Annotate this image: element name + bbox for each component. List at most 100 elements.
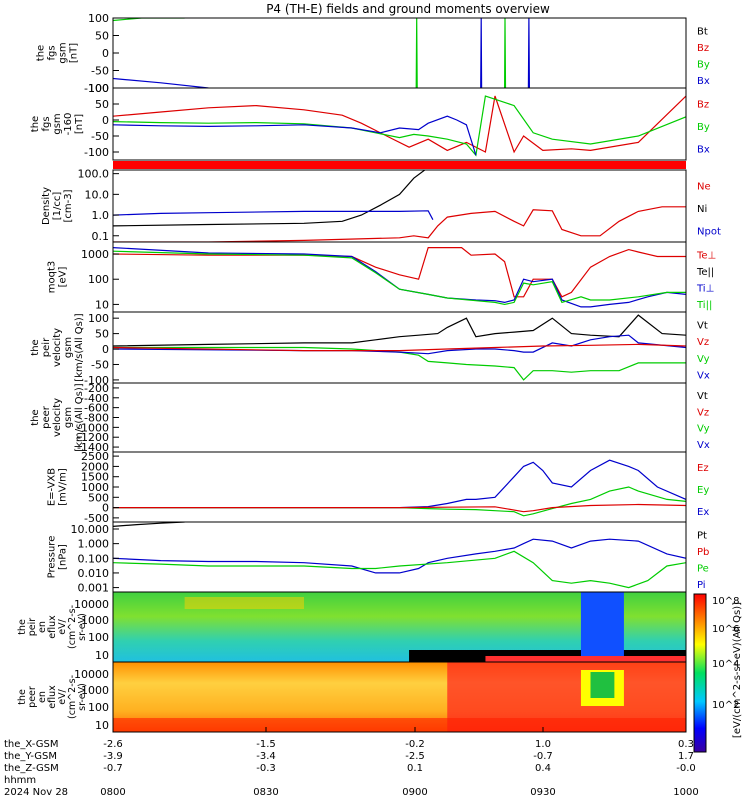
ytick-label: 500 (88, 491, 109, 504)
ylabel-line: peir (41, 337, 52, 357)
ytick-label: 1000 (81, 684, 109, 697)
legend-ex: Ex (697, 507, 709, 518)
panel-fgs2: 100 50 0 -50 -100 the fgs gsm -160 [nT] Bz By Bx (30, 82, 710, 161)
series-temp-ti-line (113, 250, 686, 306)
ytick-label: 1000 (81, 248, 109, 261)
ytick-label: 2500 (81, 450, 109, 463)
panel-dens: 100.0 10.0 1.0 0.1 Density [1/cc] [cm-3] Ne Ni Np… (41, 168, 721, 243)
ylabel-line: velocity (52, 328, 63, 367)
ylabel-line: peir (27, 618, 38, 637)
ytick-label: -400 (84, 392, 109, 405)
ytick-label: 2000 (81, 460, 109, 473)
spectrogram-peer: 10000 1000 100 10 the peer en eflux eV/(cm^2-s-s… (17, 661, 687, 733)
series-dens-npot-line (113, 210, 434, 220)
series-press-pt-line (113, 522, 185, 527)
colorbar-label: [eV/(cm^2-s-sr-eV)(All Qs)] (732, 602, 743, 738)
ylabel-line: [km/s(All Qs)] (74, 383, 85, 451)
ytick-label: -1200 (77, 431, 109, 444)
ylabel-line: sr-eV) (77, 683, 88, 711)
xtick-label: 0830 (253, 787, 278, 798)
legend-ey: Ey (697, 485, 709, 496)
ytick-label: 0 (102, 47, 109, 60)
panel-frame (112, 661, 687, 733)
legend-ne: Ne (697, 181, 711, 192)
xaxis-value: -3.9 (103, 751, 123, 762)
ytick-label: 0 (102, 502, 109, 515)
ytick-label: 0 (102, 343, 109, 356)
panel-frame (112, 382, 687, 453)
chart-title: P4 (TH-E) fields and ground moments over… (266, 2, 550, 16)
xaxis-value: -0.3 (256, 763, 276, 774)
ytick-label: 1.0 (92, 209, 110, 222)
xaxis-value: -0.2 (405, 739, 425, 750)
xtick-label: 1000 (673, 787, 698, 798)
xaxis-value: -2.6 (103, 739, 123, 750)
xtick-label: 0900 (402, 787, 427, 798)
spectrogram-patch (580, 592, 624, 662)
ytick-label: 100.0 (78, 168, 110, 181)
xaxis-row-label: the_X-GSM (4, 739, 58, 750)
ylabel-line: peer (41, 405, 52, 429)
ylabel-line: the (30, 339, 41, 355)
ylabel-line: [nT] (69, 43, 80, 63)
legend-vx: Vx (697, 440, 710, 451)
ylabel-line: [cm-3] (63, 189, 74, 222)
spectrogram-peir: 10000 1000 100 10 the peir en eflux eV/(cm^2-s-s… (17, 591, 687, 663)
ytick-label: 100 (88, 273, 109, 286)
panel-frame (112, 17, 687, 89)
legend-te: Te⊥ (696, 250, 716, 261)
xaxis-row-label: the_Y-GSM (4, 751, 57, 762)
ylabel-line: [mV/m] (58, 468, 69, 506)
panel-vel2: -200-400-600-800-1000-1200-1400 the peer ve… (30, 382, 710, 454)
ytick-label: 10 (95, 298, 109, 311)
ylabel-line: the (17, 619, 28, 635)
xaxis-value: 0.1 (407, 763, 423, 774)
ytick-label: -50 (91, 130, 109, 143)
legend-vt: Vt (697, 391, 708, 402)
spectrogram-patch (590, 672, 615, 698)
panel-fgs: 100 50 0 -50 -100 the fgs gsm [nT] Bt Bz By Bx (36, 12, 710, 95)
legend-pt: Pt (697, 530, 707, 541)
legend-vy: Vy (697, 354, 710, 365)
ylabel-line: -160 (63, 113, 74, 136)
series-fgs2-by-line (113, 95, 686, 157)
xaxis-value: -2.5 (405, 751, 425, 762)
panel-vel: 100 50 0 -50 -100 the peir velocity gsm [km/s(All… (30, 311, 710, 387)
legend-by: By (697, 122, 710, 133)
panel-frame (112, 87, 687, 161)
ytick-label: 10.0 (85, 188, 110, 201)
series-press-pe-line (113, 550, 686, 589)
ytick-label: 0.100 (78, 552, 110, 565)
ytick-label: 10 (95, 649, 109, 662)
ylabel-line: E=-VXB (47, 468, 58, 506)
ylabel-line: en (37, 691, 48, 703)
series-fgs-by-line (113, 18, 185, 22)
legend-pb: Pb (697, 547, 709, 558)
ylabel-line: (cm^2-s- (67, 605, 78, 649)
ytick-label: 1500 (81, 471, 109, 484)
colorbar-tick-label: 10^6 (712, 624, 739, 635)
ytick-label: 100 (88, 701, 109, 714)
ylabel-line: [km/s(All Qs)] (74, 313, 85, 381)
ylabel-line: eflux (47, 615, 58, 639)
xaxis-row-label: the_Z-GSM (4, 763, 59, 774)
ylabel-line: Pressure (47, 536, 58, 579)
ylabel-line: the (30, 409, 41, 425)
series-fgs-bx-line (480, 18, 483, 88)
ytick-label: -200 (84, 382, 109, 395)
series-vel-vx-line (113, 334, 686, 355)
legend-pe: Pe (697, 563, 709, 574)
legend-vz: Vz (697, 337, 709, 348)
legend-ni: Ni (697, 204, 707, 215)
xaxis-value: -1.5 (256, 739, 276, 750)
series-fgs-by-line (415, 18, 418, 88)
ylabel-line: Density (41, 187, 52, 225)
ytick-label: 10000 (74, 668, 109, 681)
legend-vz: Vz (697, 407, 709, 418)
series-dens-ne-line (113, 206, 686, 242)
xaxis-row-label: hhmm (4, 775, 36, 786)
ytick-label: -50 (91, 65, 109, 78)
ytick-label: -100 (84, 146, 109, 159)
ytick-label: 50 (95, 328, 109, 341)
